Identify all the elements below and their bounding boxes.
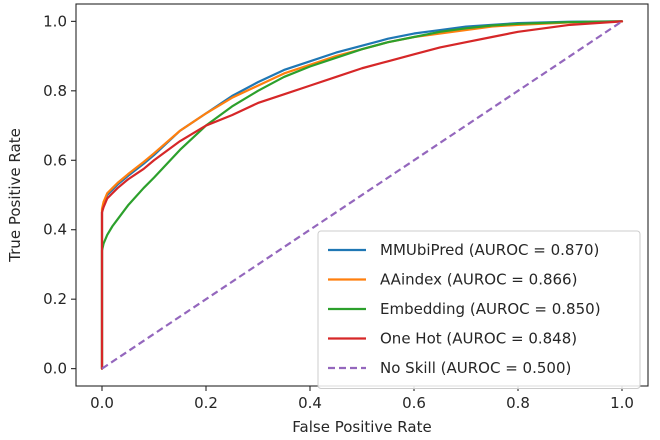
legend: MMUbiPred (AUROC = 0.870) AAindex (AUROC … — [317, 230, 641, 389]
x-axis-label: False Positive Rate — [292, 418, 431, 436]
legend-label: One Hot (AUROC = 0.848) — [380, 330, 577, 348]
y-tick-label: 0.6 — [43, 151, 67, 169]
series-line-2 — [100, 20, 624, 370]
legend-label: MMUbiPred (AUROC = 0.870) — [380, 241, 599, 259]
x-tick-label: 0.8 — [506, 394, 530, 412]
y-tick-label: 1.0 — [43, 12, 67, 30]
x-tick-label: 0.0 — [90, 394, 114, 412]
y-tick-label: 0.2 — [43, 290, 67, 308]
y-tick-label: 0.4 — [43, 221, 67, 239]
legend-label: Embedding (AUROC = 0.850) — [380, 300, 601, 318]
series-line-3 — [100, 20, 624, 370]
legend-label: AAindex (AUROC = 0.866) — [380, 271, 577, 289]
series-line-0 — [100, 20, 624, 370]
x-tick-label: 0.6 — [402, 394, 426, 412]
series-line-1 — [100, 20, 624, 370]
y-tick-label: 0.8 — [43, 82, 67, 100]
legend-label: No Skill (AUROC = 0.500) — [380, 359, 571, 377]
y-axis-label: True Positive Rate — [6, 128, 24, 263]
curves-layer — [100, 20, 624, 370]
x-tick-label: 0.2 — [194, 394, 218, 412]
y-tick-label: 0.0 — [43, 360, 67, 378]
x-tick-label: 1.0 — [610, 394, 634, 412]
legend-box — [317, 230, 641, 389]
series-line-4 — [101, 20, 623, 370]
x-tick-label: 0.4 — [298, 394, 322, 412]
y-axis-ticks: 0.0 0.2 0.4 0.6 0.8 1.0 — [43, 12, 76, 378]
